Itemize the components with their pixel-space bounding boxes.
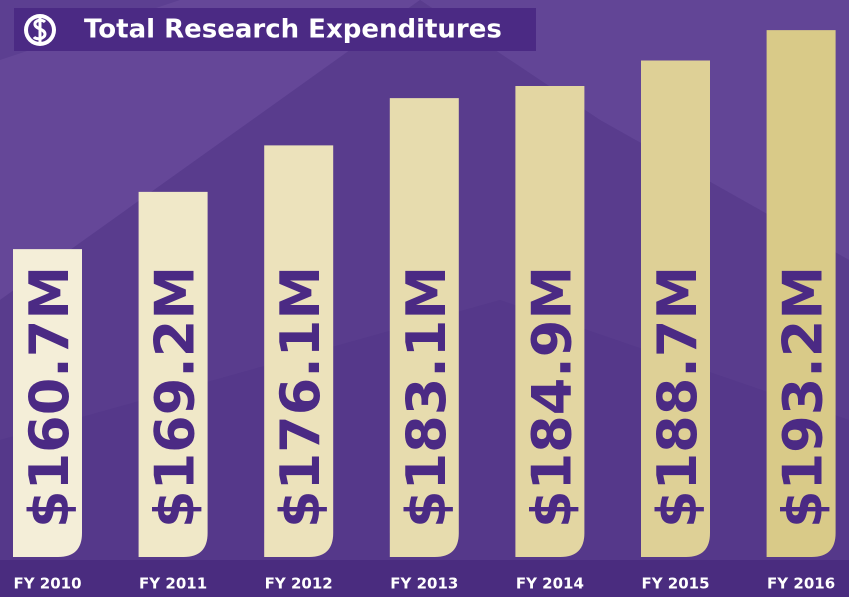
bar <box>766 30 836 557</box>
footer-band <box>0 560 849 597</box>
x-tick-label: FY 2016 <box>767 575 835 593</box>
value-label: $169.2M <box>144 266 207 528</box>
x-tick-label: FY 2014 <box>516 575 584 593</box>
x-tick-label: FY 2011 <box>139 575 207 593</box>
chart-title: Total Research Expenditures <box>84 15 502 45</box>
value-label: $160.7M <box>18 266 81 528</box>
bar <box>138 191 208 557</box>
dollar-sign <box>32 17 47 43</box>
x-tick-label: FY 2015 <box>641 575 709 593</box>
value-label: $188.7M <box>646 266 709 528</box>
title-box <box>14 8 536 51</box>
x-tick-label: FY 2010 <box>13 575 81 593</box>
bar <box>13 249 82 557</box>
bar <box>641 60 710 557</box>
value-label: $184.9M <box>520 266 583 528</box>
value-label: $176.1M <box>269 266 332 528</box>
x-tick-label: FY 2012 <box>265 575 333 593</box>
value-label: $193.2M <box>772 266 835 528</box>
value-label: $183.1M <box>395 266 458 528</box>
bar <box>389 98 459 558</box>
x-tick-label: FY 2013 <box>390 575 458 593</box>
facet <box>420 0 849 260</box>
bar <box>264 145 334 557</box>
bar <box>515 86 585 557</box>
